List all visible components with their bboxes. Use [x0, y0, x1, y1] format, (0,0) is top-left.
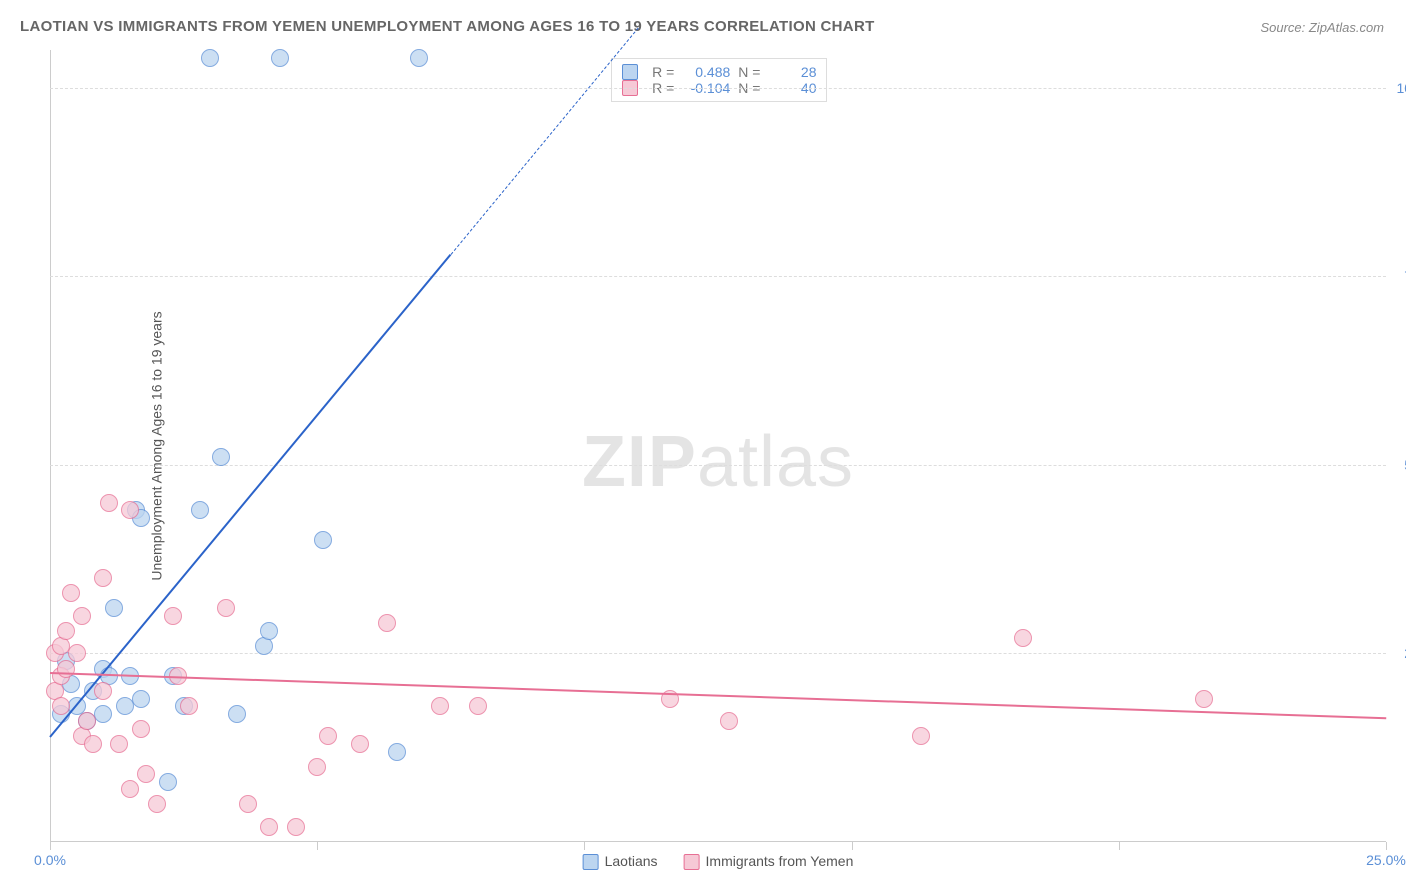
scatter-point: [720, 712, 738, 730]
scatter-point: [132, 690, 150, 708]
gridline: [50, 465, 1386, 466]
scatter-point: [132, 720, 150, 738]
x-tick-label: 0.0%: [34, 852, 66, 868]
scatter-point: [94, 682, 112, 700]
scatter-point: [78, 712, 96, 730]
chart-area: Unemployment Among Ages 16 to 19 years Z…: [50, 50, 1386, 842]
watermark-text-a: ZIP: [582, 422, 697, 502]
x-tick-mark: [584, 842, 585, 850]
scatter-point: [1195, 690, 1213, 708]
gridline: [50, 653, 1386, 654]
scatter-point: [94, 569, 112, 587]
scatter-point: [191, 501, 209, 519]
stats-n-value: 28: [768, 64, 816, 80]
legend-item: Laotians: [583, 853, 658, 870]
scatter-point: [180, 697, 198, 715]
x-tick-mark: [50, 842, 51, 850]
scatter-point: [57, 622, 75, 640]
scatter-point: [431, 697, 449, 715]
stats-n-label: N =: [738, 64, 760, 80]
stats-r-value: 0.488: [682, 64, 730, 80]
scatter-point: [351, 735, 369, 753]
scatter-point: [100, 494, 118, 512]
scatter-point: [469, 697, 487, 715]
y-axis: [50, 50, 51, 842]
stats-box: R =0.488N =28R =-0.104N =40: [611, 58, 827, 102]
legend-swatch: [684, 854, 700, 870]
scatter-point: [159, 773, 177, 791]
scatter-point: [217, 599, 235, 617]
trend-line: [450, 28, 638, 255]
scatter-point: [121, 780, 139, 798]
watermark: ZIPatlas: [582, 421, 854, 503]
x-tick-mark: [852, 842, 853, 850]
stats-row: R = 0.488 N = 28: [622, 64, 816, 80]
scatter-point: [260, 818, 278, 836]
chart-title: LAOTIAN VS IMMIGRANTS FROM YEMEN UNEMPLO…: [20, 18, 875, 35]
scatter-point: [84, 735, 102, 753]
scatter-point: [121, 501, 139, 519]
scatter-point: [912, 727, 930, 745]
scatter-point: [137, 765, 155, 783]
scatter-point: [73, 607, 91, 625]
scatter-point: [148, 795, 166, 813]
scatter-point: [260, 622, 278, 640]
scatter-point: [239, 795, 257, 813]
scatter-point: [110, 735, 128, 753]
scatter-point: [212, 448, 230, 466]
legend-label: Laotians: [605, 853, 658, 869]
trend-line: [50, 672, 1386, 719]
scatter-point: [271, 49, 289, 67]
scatter-point: [62, 584, 80, 602]
gridline: [50, 88, 1386, 89]
x-tick-mark: [1386, 842, 1387, 850]
x-tick-mark: [317, 842, 318, 850]
legend-item: Immigrants from Yemen: [684, 853, 854, 870]
scatter-point: [287, 818, 305, 836]
x-axis: [50, 841, 1386, 842]
legend: Laotians Immigrants from Yemen: [583, 853, 854, 870]
x-tick-label: 25.0%: [1366, 852, 1406, 868]
scatter-point: [57, 660, 75, 678]
scatter-point: [201, 49, 219, 67]
scatter-point: [314, 531, 332, 549]
scatter-point: [164, 607, 182, 625]
scatter-point: [68, 644, 86, 662]
legend-swatch: [583, 854, 599, 870]
scatter-point: [94, 705, 112, 723]
scatter-point: [228, 705, 246, 723]
legend-label: Immigrants from Yemen: [706, 853, 854, 869]
scatter-point: [1014, 629, 1032, 647]
source-attribution: Source: ZipAtlas.com: [1260, 20, 1384, 35]
plot-region: ZIPatlas R =0.488N =28R =-0.104N =40 25.…: [50, 50, 1386, 842]
stats-r-label: R =: [652, 64, 674, 80]
scatter-point: [410, 49, 428, 67]
x-tick-mark: [1119, 842, 1120, 850]
y-tick-label: 100.0%: [1397, 80, 1406, 96]
scatter-point: [378, 614, 396, 632]
scatter-point: [319, 727, 337, 745]
watermark-text-b: atlas: [697, 422, 854, 502]
scatter-point: [308, 758, 326, 776]
scatter-point: [388, 743, 406, 761]
scatter-point: [105, 599, 123, 617]
gridline: [50, 276, 1386, 277]
scatter-point: [52, 697, 70, 715]
stats-swatch: [622, 64, 638, 80]
